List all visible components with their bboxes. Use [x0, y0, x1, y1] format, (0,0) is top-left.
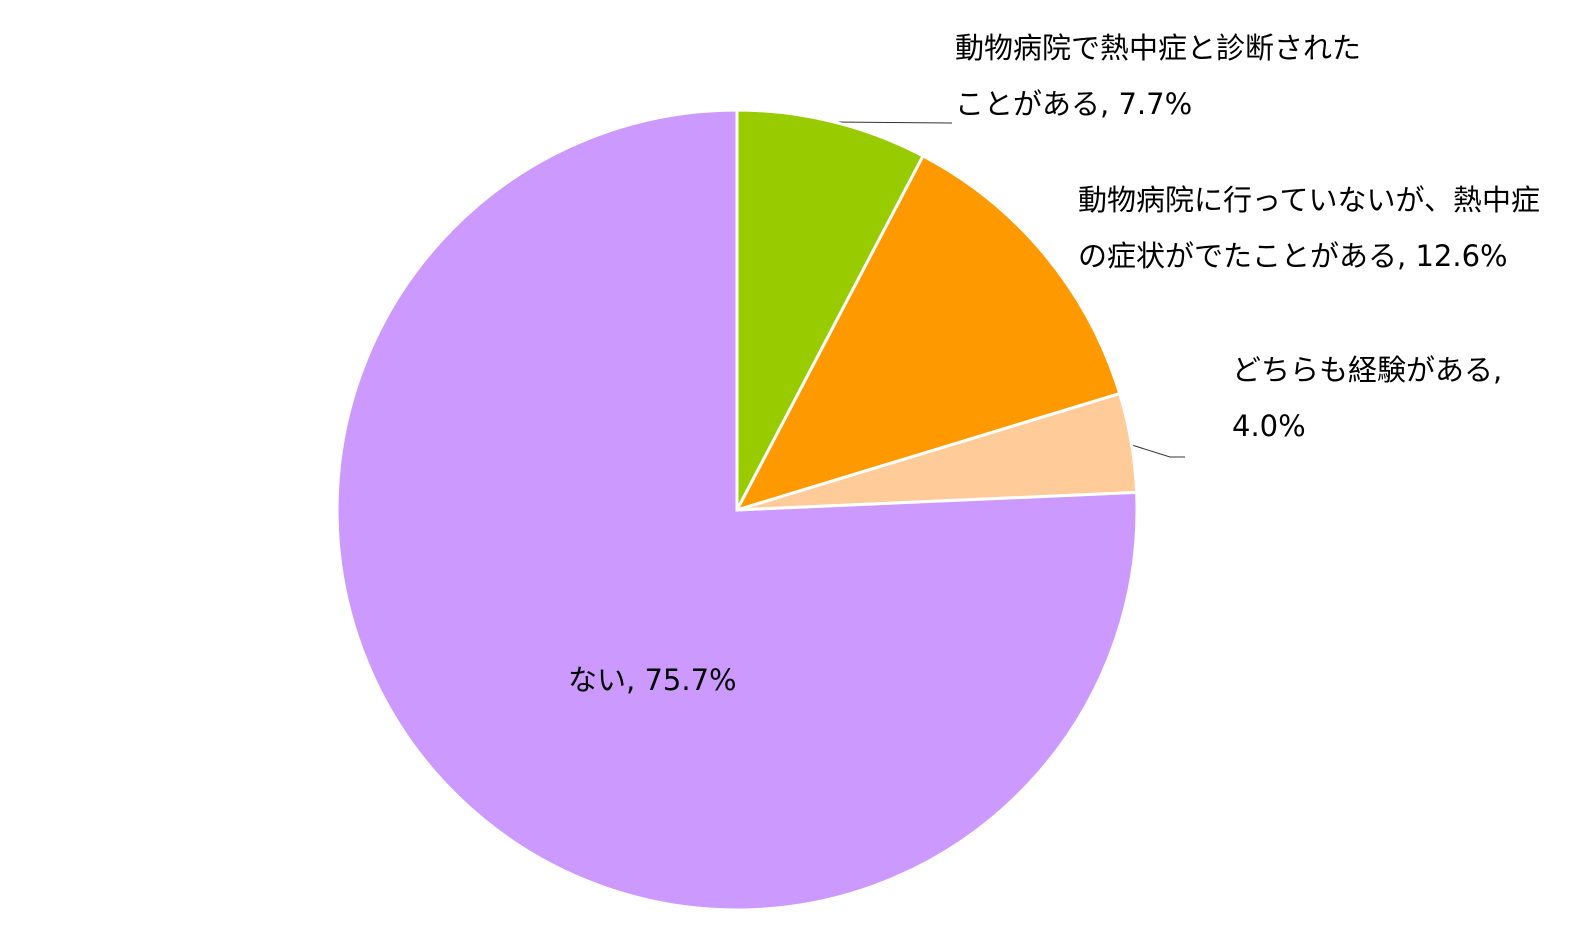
pie-slice: [335, 108, 1139, 912]
category-name: 動物病院で熱中症と診断されたことがある: [955, 31, 1362, 121]
data-label: どちらも経験がある, 4.0%: [1232, 342, 1512, 454]
category-name: ない: [568, 663, 627, 697]
label-separator: ,: [626, 663, 645, 697]
label-separator: ,: [1100, 87, 1119, 121]
data-label: 動物病院に行っていないが、熱中症の症状がでたことがある, 12.6%: [1078, 172, 1553, 284]
value-label: 7.7%: [1118, 87, 1193, 121]
category-name: どちらも経験がある: [1232, 353, 1494, 387]
value-label: 4.0%: [1232, 409, 1306, 443]
data-label: 動物病院で熱中症と診断されたことがある, 7.7%: [955, 20, 1385, 132]
leader-line: [831, 121, 953, 124]
value-label: 75.7%: [644, 663, 737, 697]
leader-line: [1131, 444, 1185, 458]
pie-slice: [735, 108, 926, 511]
label-separator: ,: [1397, 239, 1416, 273]
data-label: ない, 75.7%: [568, 652, 737, 708]
category-name: 動物病院に行っていないが、熱中症の症状がでたことがある: [1078, 183, 1540, 273]
label-separator: ,: [1493, 353, 1512, 387]
value-label: 12.6%: [1415, 239, 1508, 273]
